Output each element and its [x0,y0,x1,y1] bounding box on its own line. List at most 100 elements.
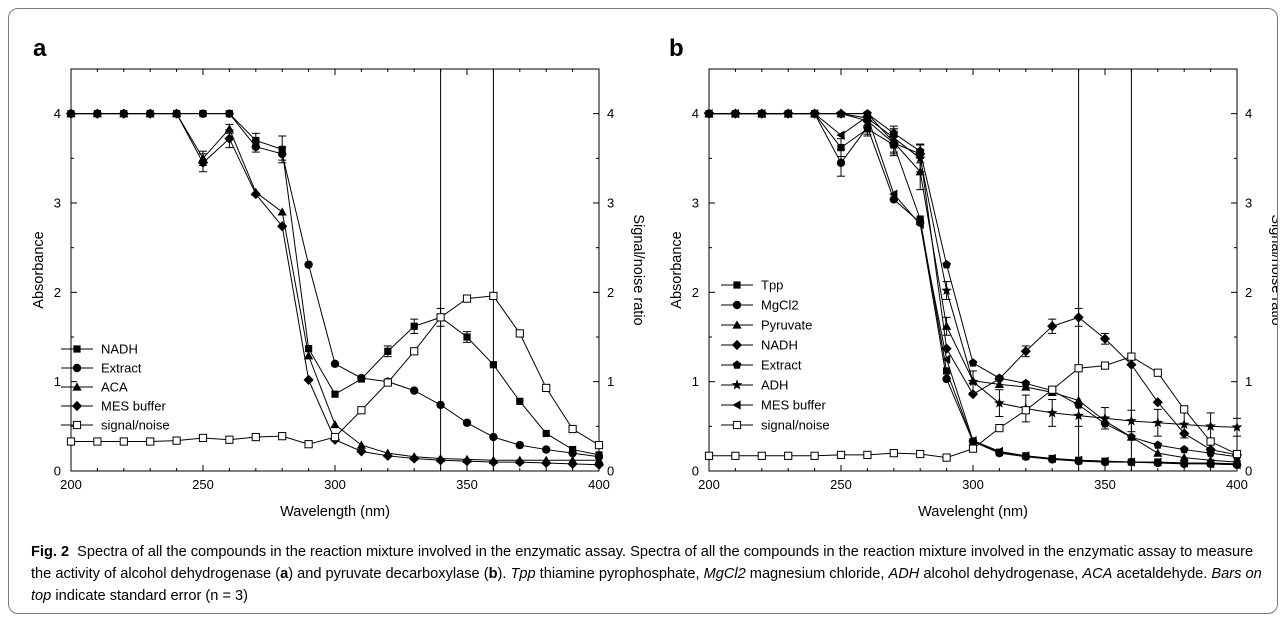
caption-text: thiamine pyrophosphate, [535,566,704,582]
caption-text: magnesium chloride, [745,566,889,582]
data-point [278,432,287,441]
data-point [704,451,714,460]
legend-marker [72,382,82,391]
caption-text: ) and pyruvate decarboxylase ( [288,566,489,582]
data-point [942,453,951,462]
panel-label: a [33,35,47,62]
data-point [967,389,979,400]
legend-marker [732,320,742,329]
data-point [757,109,766,119]
x-tick-label: 350 [1094,477,1116,492]
data-point [462,294,472,303]
data-point [1179,444,1189,454]
data-point [304,260,313,269]
data-point [410,347,419,356]
data-point [197,157,209,168]
data-point [1232,460,1241,470]
data-point [1205,420,1216,431]
data-point [836,130,845,140]
x-tick-label: 200 [60,477,82,492]
data-point [93,437,102,446]
legend-label: Pyruvate [761,318,812,333]
data-point [1178,418,1190,430]
legend-label: NADH [761,338,798,353]
legend-marker [72,420,82,430]
data-point [1048,385,1057,394]
data-point [488,456,499,468]
data-point [410,386,419,395]
y2-axis-title: Signal/noise ratio [1268,214,1278,325]
x-tick-label: 300 [324,477,346,492]
y-tick-label: 3 [54,196,61,211]
data-point [515,329,524,338]
data-point [810,451,819,460]
data-point [277,221,288,232]
legend-marker [732,300,742,310]
series-mgcl2 [704,109,1242,469]
data-point [1180,405,1189,414]
data-point [251,142,260,151]
caption-label: Fig. 2 [31,544,70,560]
data-point [995,424,1004,433]
data-point [1074,364,1083,373]
x-tick-label: 350 [456,477,478,492]
data-point [1126,415,1137,426]
x-axis-title: Wavelength (nm) [280,504,390,520]
data-point [542,383,551,393]
data-point [1152,417,1164,428]
caption-abbr: ADH [888,566,920,582]
caption-panel-b: b [488,566,498,582]
data-point [942,374,951,384]
data-point [224,133,235,144]
y2-tick-label: 1 [607,374,614,389]
data-point [567,458,578,469]
data-point [995,373,1004,382]
caption-text: Spectra of all the compounds in the reac… [31,544,1254,582]
y-tick-label: 4 [54,106,61,121]
data-point [994,397,1005,408]
data-point [1206,459,1215,469]
legend-label: Extract [101,361,142,376]
data-point [784,451,793,460]
data-point [942,321,952,330]
legend: Tpp MgCl2 Pyruvate NADH Extract ADH MES buffer… [721,278,830,433]
data-point [542,429,550,438]
data-point [542,445,551,454]
data-point [889,189,898,199]
legend-label: MES buffer [101,399,166,414]
data-point [225,435,234,444]
legend-label: signal/noise [761,418,830,433]
data-point [463,333,471,341]
data-point [941,284,952,296]
series-signal-noise [704,352,1242,462]
y-tick-label: 2 [54,285,61,300]
x-tick-label: 250 [192,477,214,492]
data-point [968,358,978,367]
data-point [836,158,846,167]
x-tick-label: 400 [588,477,610,492]
data-point [593,459,605,470]
data-point [968,444,978,453]
y-tick-label: 4 [692,106,699,121]
legend: NADH Extract ACA MES buffer signal/noise [61,342,170,433]
legend-label: ACA [101,380,128,395]
data-point [278,149,287,159]
data-point [1179,458,1188,468]
data-point [330,419,340,429]
data-point [384,347,392,355]
y2-tick-label: 0 [607,464,614,479]
data-point [252,136,260,145]
legend-label: signal/noise [101,418,170,433]
data-point [330,432,340,442]
data-point [1047,321,1058,332]
data-point [888,132,900,143]
y2-tick-label: 4 [607,106,614,121]
data-point [303,374,314,385]
y-axis-title: Absorbance [669,231,685,308]
data-point [862,111,871,121]
data-point [304,440,313,449]
data-point [410,322,418,330]
x-tick-label: 300 [962,477,984,492]
data-point [1099,333,1111,344]
x-axis-title: Wavelenght (nm) [918,504,1028,520]
